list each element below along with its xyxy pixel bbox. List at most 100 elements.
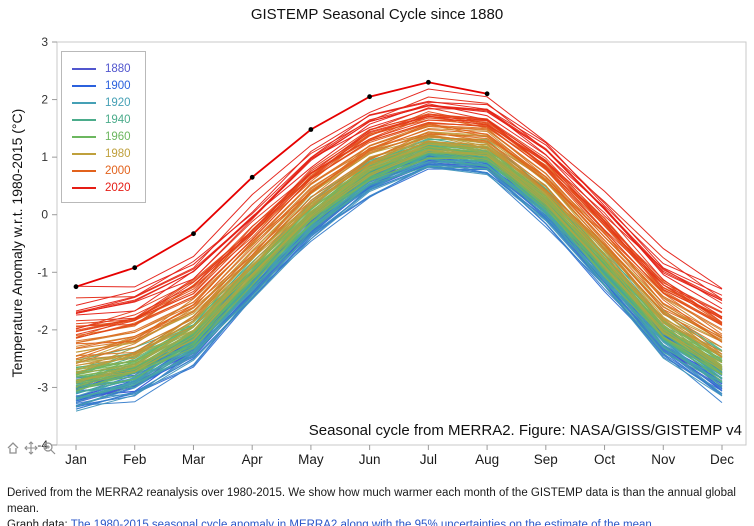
year-line xyxy=(75,157,723,392)
year-line xyxy=(75,133,723,357)
x-tick-label: Nov xyxy=(651,452,675,467)
legend-swatch xyxy=(72,186,96,189)
x-tick-label: Mar xyxy=(182,452,206,467)
highlight-marker xyxy=(73,284,79,290)
x-tick-label: Sep xyxy=(534,452,558,467)
x-tick-label: Apr xyxy=(242,452,264,467)
legend-entry-label: 1880 xyxy=(105,62,131,75)
legend-swatch xyxy=(72,169,96,172)
year-line xyxy=(75,128,723,349)
legend-entry: 1920 xyxy=(72,94,131,111)
legend-entry: 2020 xyxy=(72,179,131,196)
zoom-icon[interactable] xyxy=(42,441,56,455)
legend-swatch xyxy=(72,101,96,104)
legend-entry: 1980 xyxy=(72,145,131,162)
x-tick-label: Feb xyxy=(123,452,146,467)
legend: 1880 1900 1920 1940 1960 1980 2000 2020 xyxy=(61,51,146,203)
y-tick-label: 1 xyxy=(41,150,48,164)
year-line xyxy=(75,105,723,314)
x-tick-label: Oct xyxy=(594,452,615,467)
plot-toolbar xyxy=(6,441,56,455)
year-line xyxy=(75,134,723,361)
caption-line-2: Graph data: The 1980-2015 seasonal cycle… xyxy=(7,517,752,526)
home-icon[interactable] xyxy=(6,441,20,455)
year-line xyxy=(75,136,723,360)
highlight-marker xyxy=(249,174,255,180)
legend-entry-label: 1920 xyxy=(105,96,131,109)
year-line xyxy=(75,152,723,390)
legend-swatch xyxy=(72,118,96,121)
year-line xyxy=(75,157,723,392)
x-tick-label: Jul xyxy=(420,452,437,467)
year-line xyxy=(75,166,723,412)
x-tick-label: Jun xyxy=(359,452,381,467)
year-line xyxy=(75,115,723,336)
y-tick-label: 2 xyxy=(41,93,48,107)
year-line xyxy=(75,88,723,289)
year-line xyxy=(75,108,723,314)
x-tick-label: Aug xyxy=(475,452,499,467)
legend-swatch xyxy=(72,84,96,87)
x-tick-label: May xyxy=(298,452,324,467)
highlight-marker xyxy=(132,265,138,271)
y-tick-label: -4 xyxy=(37,438,48,452)
year-line xyxy=(75,165,723,408)
y-tick-label: 3 xyxy=(41,35,48,49)
year-line xyxy=(75,101,723,306)
legend-entry-label: 1900 xyxy=(105,79,131,92)
year-line xyxy=(75,168,723,408)
legend-entry: 1940 xyxy=(72,111,131,128)
highlight-marker xyxy=(308,127,314,132)
year-line xyxy=(75,148,723,381)
legend-entry: 1900 xyxy=(72,77,131,94)
year-line xyxy=(75,121,723,339)
pan-icon[interactable] xyxy=(24,441,38,455)
y-tick-label: -2 xyxy=(37,323,48,337)
caption-line-1: Derived from the MERRA2 reanalysis over … xyxy=(7,487,736,515)
legend-entry-label: 1980 xyxy=(105,147,131,160)
legend-swatch xyxy=(72,135,96,138)
year-line xyxy=(75,165,723,410)
year-line xyxy=(75,157,723,392)
year-line xyxy=(75,119,723,332)
legend-entry-label: 1940 xyxy=(105,113,131,126)
y-tick-label: -3 xyxy=(37,380,48,394)
highlight-marker xyxy=(426,79,431,85)
legend-swatch xyxy=(72,67,96,70)
plot-annotation: Seasonal cycle from MERRA2. Figure: NASA… xyxy=(308,422,742,439)
legend-entry-label: 2000 xyxy=(105,164,131,177)
highlight-marker xyxy=(484,91,490,97)
caption-data-link[interactable]: The 1980-2015 seasonal cycle anomaly in … xyxy=(70,519,656,526)
year-line xyxy=(75,123,723,339)
page-title: GISTEMP Seasonal Cycle since 1880 xyxy=(250,6,504,23)
year-line xyxy=(75,141,723,367)
x-tick-label: Dec xyxy=(710,452,734,467)
year-line xyxy=(75,116,723,329)
year-line xyxy=(75,166,723,405)
caption-line-2-prefix: Graph data: xyxy=(7,519,71,526)
year-line xyxy=(75,114,723,330)
legend-entry: 1960 xyxy=(72,128,131,145)
year-line xyxy=(75,100,723,312)
y-tick-label: 0 xyxy=(41,208,48,222)
legend-entry-label: 2020 xyxy=(105,181,131,194)
x-tick-label: Jan xyxy=(65,452,87,467)
y-tick-label: -1 xyxy=(37,265,48,279)
legend-entry: 2000 xyxy=(72,162,131,179)
highlight-line xyxy=(75,81,488,288)
highlight-marker xyxy=(367,94,372,100)
plot-frame xyxy=(56,41,747,446)
year-line xyxy=(75,143,723,375)
year-line xyxy=(75,125,723,344)
year-line xyxy=(75,136,723,363)
year-line xyxy=(75,123,723,345)
year-line xyxy=(75,149,723,382)
legend-entry: 1880 xyxy=(72,60,131,77)
plot-area[interactable]: 3 2 1 0 -1 -2 -3 -4 Jan Feb Mar Apr May Jun Jul Aug Sep O… xyxy=(0,0,754,470)
caption: Derived from the MERRA2 reanalysis over … xyxy=(7,485,752,526)
legend-entry-label: 1960 xyxy=(105,130,131,143)
highlight-marker xyxy=(191,231,196,237)
legend-swatch xyxy=(72,152,96,155)
year-line xyxy=(75,143,723,370)
